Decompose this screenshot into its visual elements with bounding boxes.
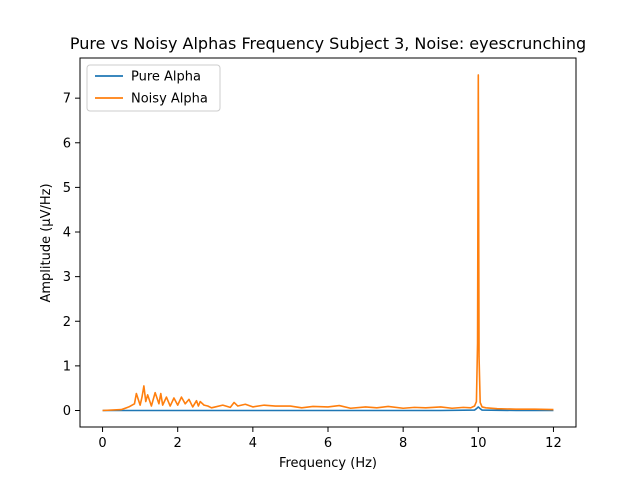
y-tick-label: 1 — [63, 359, 71, 374]
y-tick-label: 2 — [63, 315, 71, 330]
y-axis-label: Amplitude (μV/Hz) — [39, 183, 54, 302]
series-line-0 — [102, 406, 554, 412]
x-axis-label: Frequency (Hz) — [279, 456, 377, 471]
axes-frame — [79, 57, 577, 428]
series-line-1 — [102, 74, 554, 412]
y-tick-label: 0 — [63, 404, 71, 419]
x-tick-label: 12 — [545, 436, 562, 451]
x-tick-label: 2 — [174, 436, 182, 451]
y-tick-label: 4 — [63, 226, 71, 241]
x-tick-label: 10 — [470, 436, 487, 451]
legend-label-0: Pure Alpha — [131, 70, 201, 85]
y-tick-label: 6 — [63, 136, 71, 151]
y-tick-label: 7 — [63, 92, 71, 107]
chart-title: Pure vs Noisy Alphas Frequency Subject 3… — [70, 34, 586, 53]
x-tick-label: 6 — [324, 436, 332, 451]
x-tick-label: 0 — [98, 436, 106, 451]
y-tick-label: 5 — [63, 181, 71, 196]
legend-label-1: Noisy Alpha — [131, 92, 208, 107]
x-tick-label: 4 — [249, 436, 257, 451]
legend: Pure Alpha Noisy Alpha — [86, 64, 221, 112]
x-tick-label: 8 — [399, 436, 407, 451]
y-tick-label: 3 — [63, 270, 71, 285]
